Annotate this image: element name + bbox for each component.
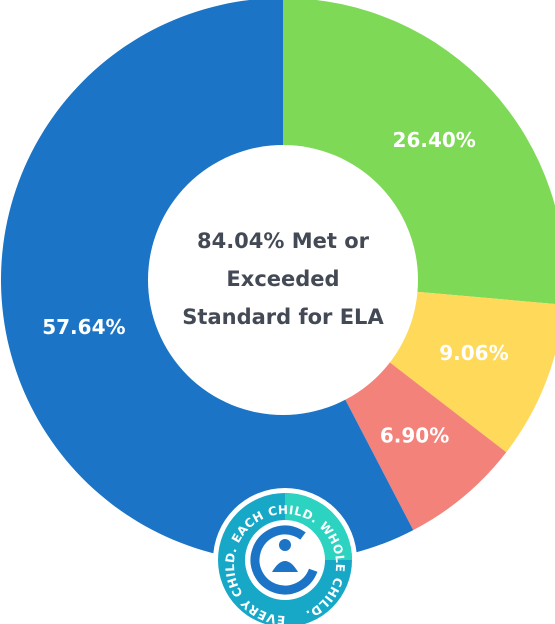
donut-hole [148,145,418,415]
value-label: 26.40% [393,128,476,152]
center-line: 84.04% Met or [197,229,370,253]
logo: EVERY CHILD. EACH CHILD. WHOLE CHILD. [213,488,357,624]
value-label: 9.06% [439,341,508,365]
logo-icon [250,525,320,595]
logo-icon-body [272,561,298,572]
logo-icon-head [279,539,291,551]
value-label: 6.90% [380,424,449,448]
center-line: Exceeded [226,267,339,291]
center-text: 84.04% Met or Exceeded Standard for ELA [182,229,384,329]
value-label: 57.64% [42,315,125,339]
center-line: Standard for ELA [182,305,384,329]
